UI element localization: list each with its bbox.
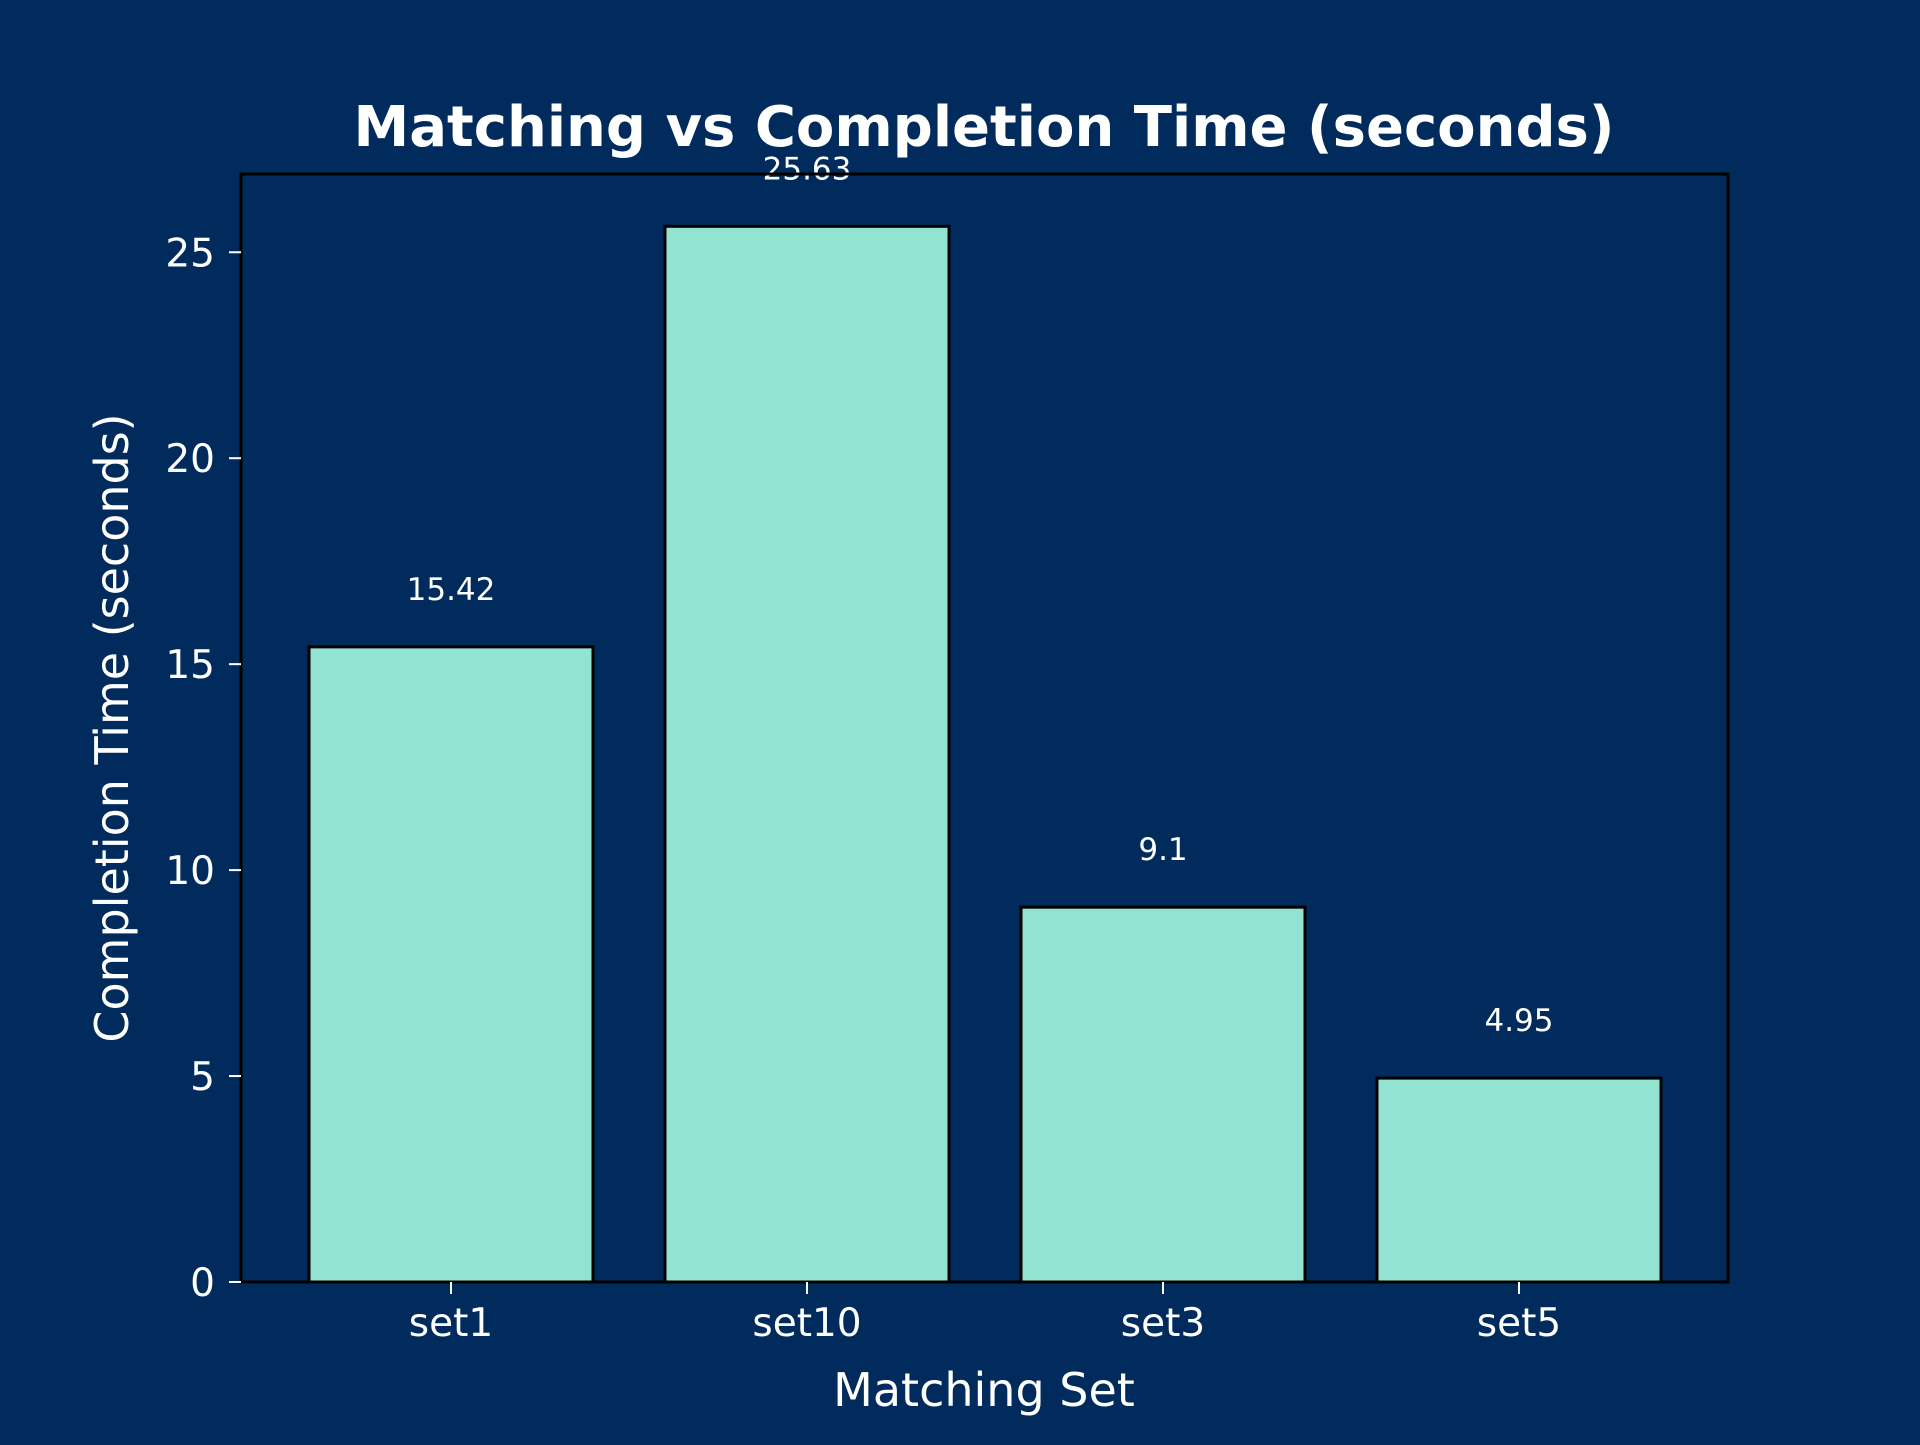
value-label-set10: 25.63 xyxy=(763,151,852,187)
bars-layer xyxy=(307,224,1663,1284)
bar-set1 xyxy=(307,645,595,1284)
x-tick-label-set10: set10 xyxy=(752,1301,861,1346)
axes-frame xyxy=(239,172,1730,1284)
value-label-set3: 9.1 xyxy=(1138,832,1187,868)
value-label-set1: 15.42 xyxy=(407,572,496,608)
y-tick-label: 15 xyxy=(165,643,215,688)
x-tick-label-set5: set5 xyxy=(1477,1301,1561,1346)
y-tick-label: 5 xyxy=(190,1055,215,1100)
y-tick-label: 0 xyxy=(190,1261,215,1306)
y-tick-label: 10 xyxy=(165,849,215,894)
y-tick-label: 20 xyxy=(165,437,215,482)
x-axis-label: Matching Set xyxy=(833,1363,1135,1417)
chart-title: Matching vs Completion Time (seconds) xyxy=(354,95,1615,160)
value-label-set5: 4.95 xyxy=(1484,1003,1553,1039)
x-tick-label-set3: set3 xyxy=(1121,1301,1205,1346)
bar-set5 xyxy=(1375,1076,1663,1284)
value-labels-layer: 15.42 25.63 9.1 4.95 xyxy=(407,151,1554,1039)
y-axis: 0 5 10 15 20 25 xyxy=(165,231,241,1306)
bar-set3 xyxy=(1019,905,1307,1284)
bar-set10 xyxy=(663,224,951,1284)
y-axis-label: Completion Time (seconds) xyxy=(85,413,139,1042)
x-axis: set1 set10 set3 set5 xyxy=(409,1282,1561,1346)
x-tick-label-set1: set1 xyxy=(409,1301,493,1346)
y-tick-label: 25 xyxy=(165,231,215,276)
